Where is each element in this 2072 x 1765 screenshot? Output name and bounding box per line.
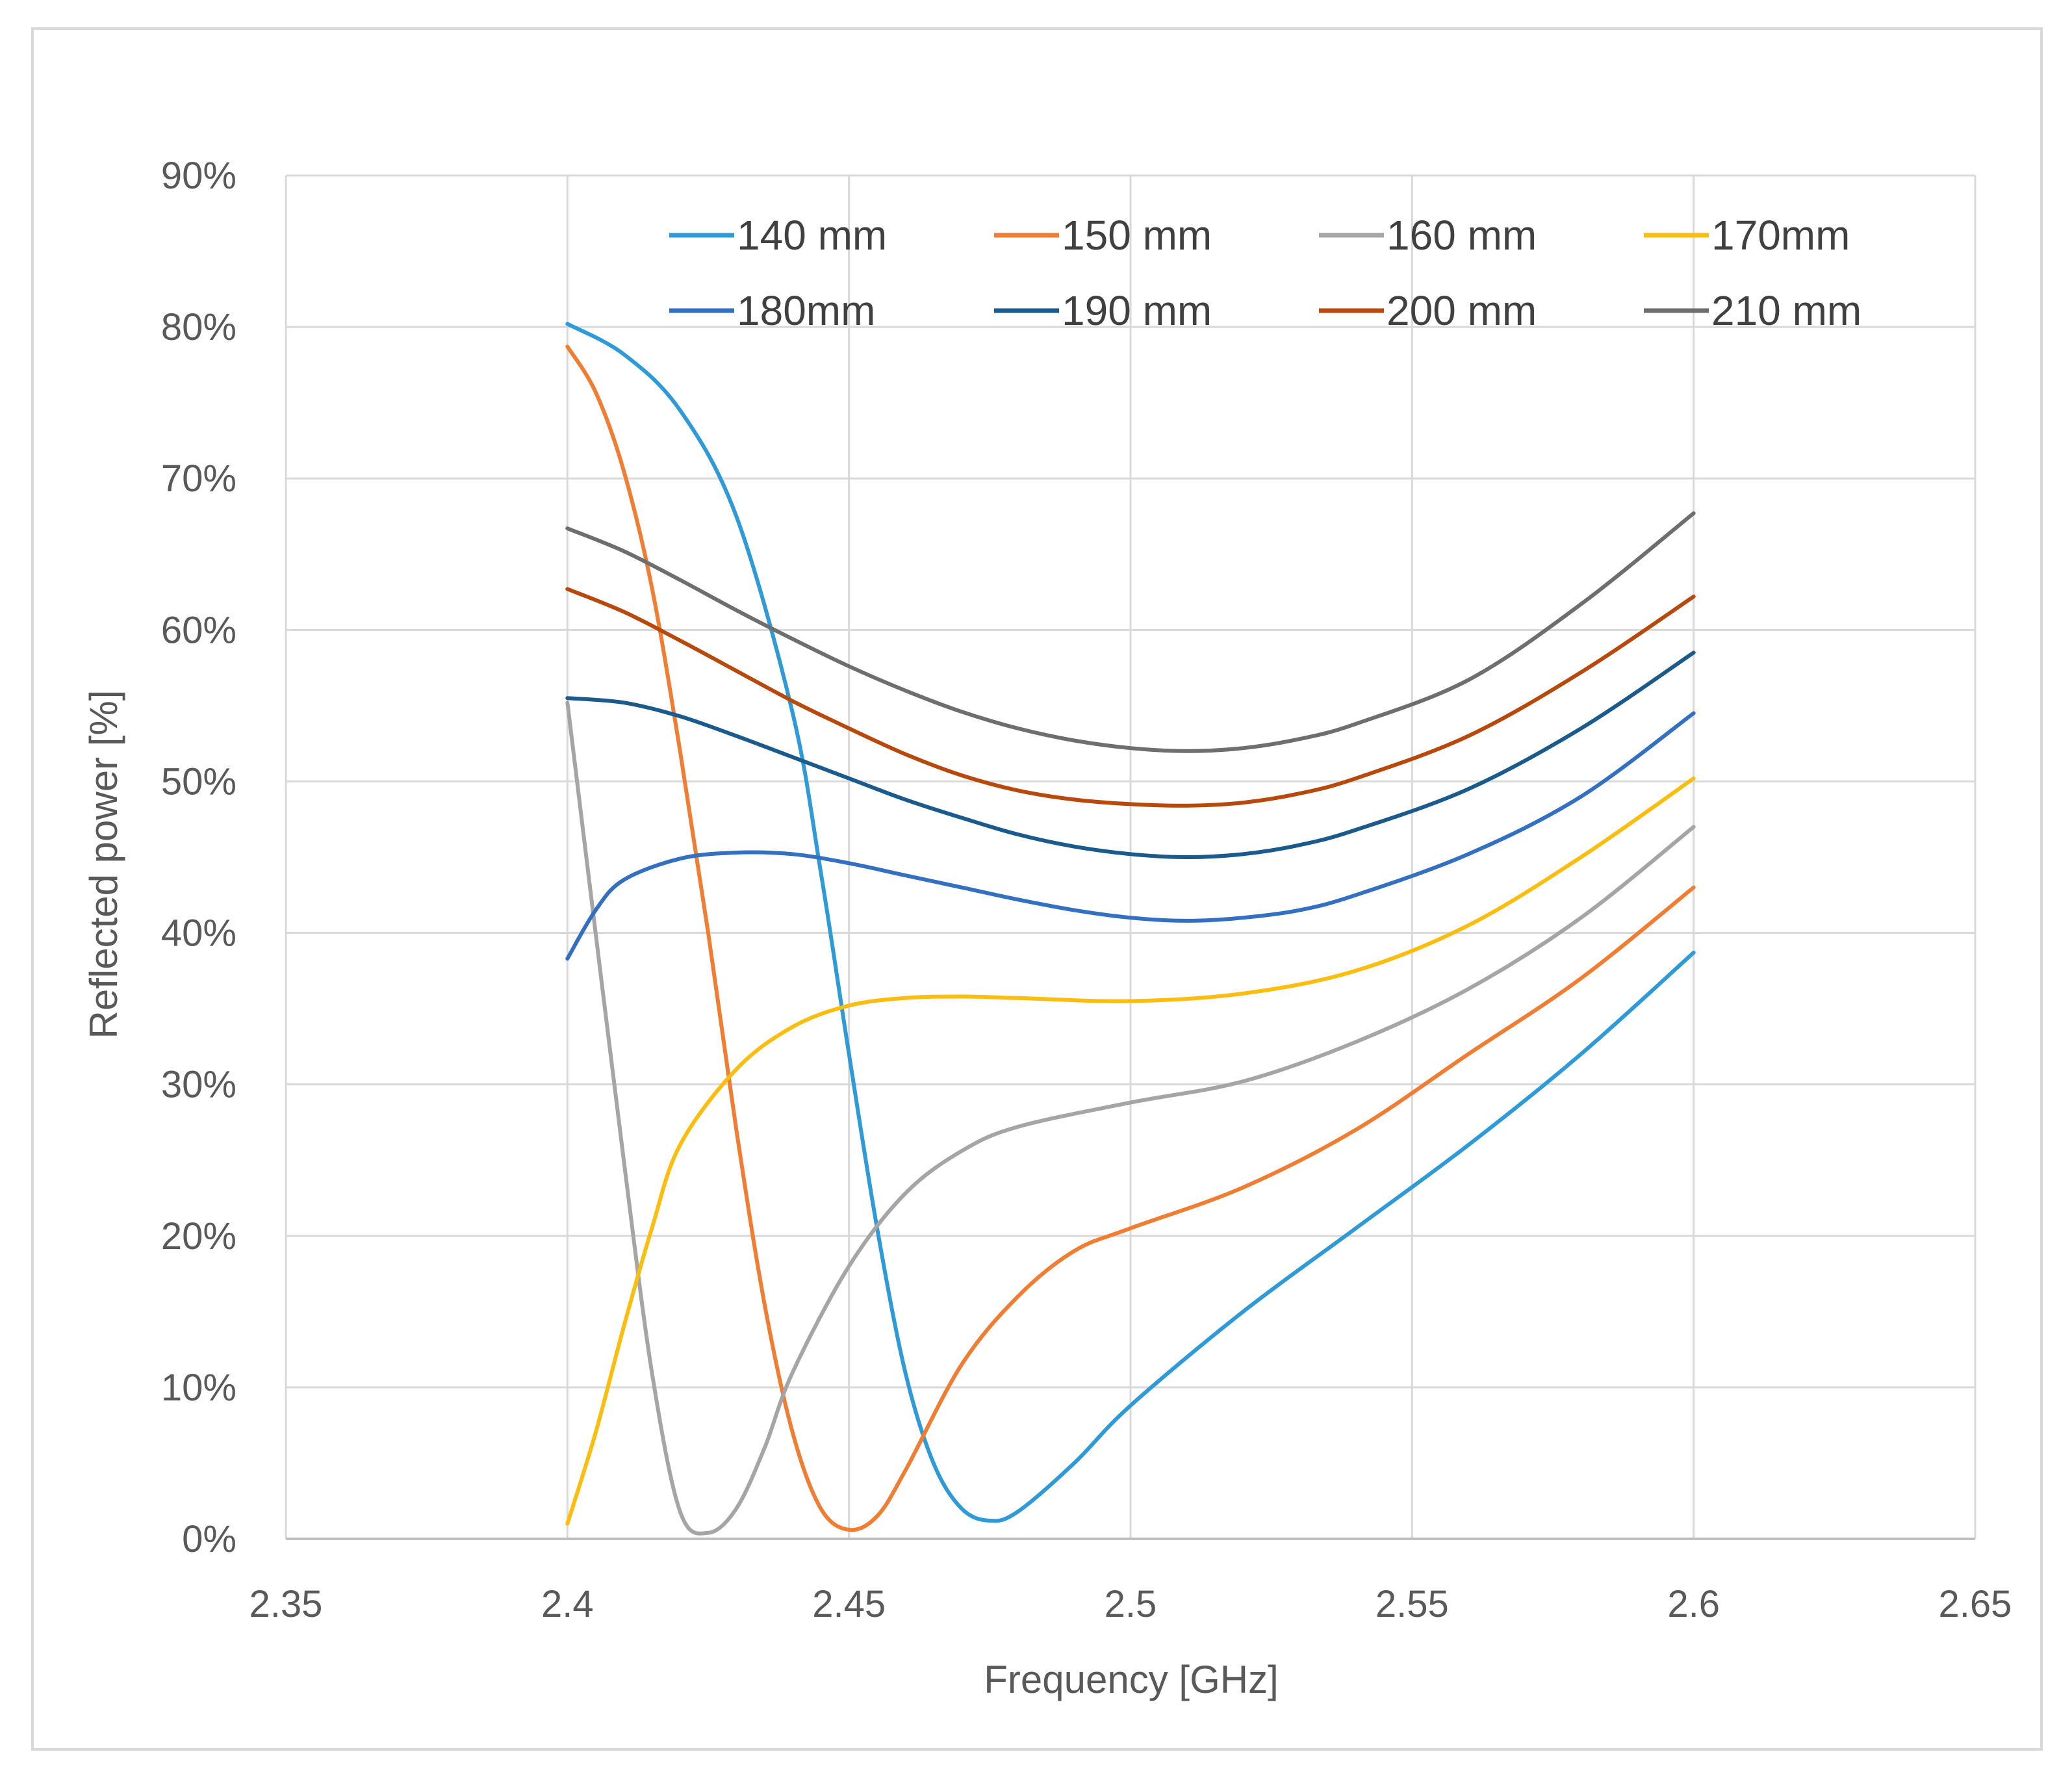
legend-label-150mm: 150 mm <box>1062 212 1212 259</box>
series-line-170mm <box>565 776 1696 1526</box>
x-tick-label: 2.55 <box>1375 1583 1449 1625</box>
legend-label-140mm: 140 mm <box>737 212 887 259</box>
series-line-190mm <box>565 651 1696 859</box>
y-tick-label: 30% <box>161 1064 237 1106</box>
y-tick-label: 60% <box>161 609 237 651</box>
y-tick-label: 20% <box>161 1215 237 1257</box>
x-tick-label: 2.6 <box>1667 1583 1720 1625</box>
legend-label-190mm: 190 mm <box>1062 287 1212 334</box>
series-line-150mm <box>565 344 1696 1532</box>
y-tick-label: 40% <box>161 912 237 955</box>
y-axis-title: Reflected power [%] <box>82 690 125 1039</box>
legend-label-170mm: 170mm <box>1711 212 1850 259</box>
y-tick-label: 0% <box>182 1518 237 1560</box>
chart-frame <box>31 27 2043 1751</box>
x-tick-label: 2.5 <box>1105 1583 1157 1625</box>
x-axis-title: Frequency [GHz] <box>984 1658 1279 1701</box>
x-tick-label: 2.65 <box>1939 1583 2012 1625</box>
data-series <box>565 322 1696 1536</box>
y-tick-label: 70% <box>161 457 237 500</box>
x-tick-label: 2.4 <box>541 1583 594 1625</box>
y-tick-label: 80% <box>161 306 237 348</box>
y-tick-label: 10% <box>161 1367 237 1409</box>
x-tick-label: 2.45 <box>812 1583 886 1625</box>
tick-labels: 0% 10% 20% 30% 40% 50% 60% 70% 80% 90% 2.35 2.4 2.45… <box>161 155 2012 1625</box>
series-line-160mm <box>565 701 1696 1536</box>
legend-label-210mm: 210 mm <box>1711 287 1861 334</box>
legend-label-160mm: 160 mm <box>1387 212 1537 259</box>
legend: 140 mm 150 mm 160 mm 170mm 180mm 190 mm 200 mm… <box>669 212 1861 334</box>
legend-label-200mm: 200 mm <box>1387 287 1537 334</box>
x-tick-label: 2.35 <box>249 1583 323 1625</box>
series-line-210mm <box>565 511 1696 753</box>
gridlines <box>285 174 1976 1539</box>
legend-label-180mm: 180mm <box>737 287 875 334</box>
y-tick-label: 90% <box>161 155 237 197</box>
y-tick-label: 50% <box>161 760 237 803</box>
series-line-140mm <box>565 322 1696 1523</box>
series-line-180mm <box>565 711 1696 961</box>
series-line-200mm <box>565 587 1696 808</box>
